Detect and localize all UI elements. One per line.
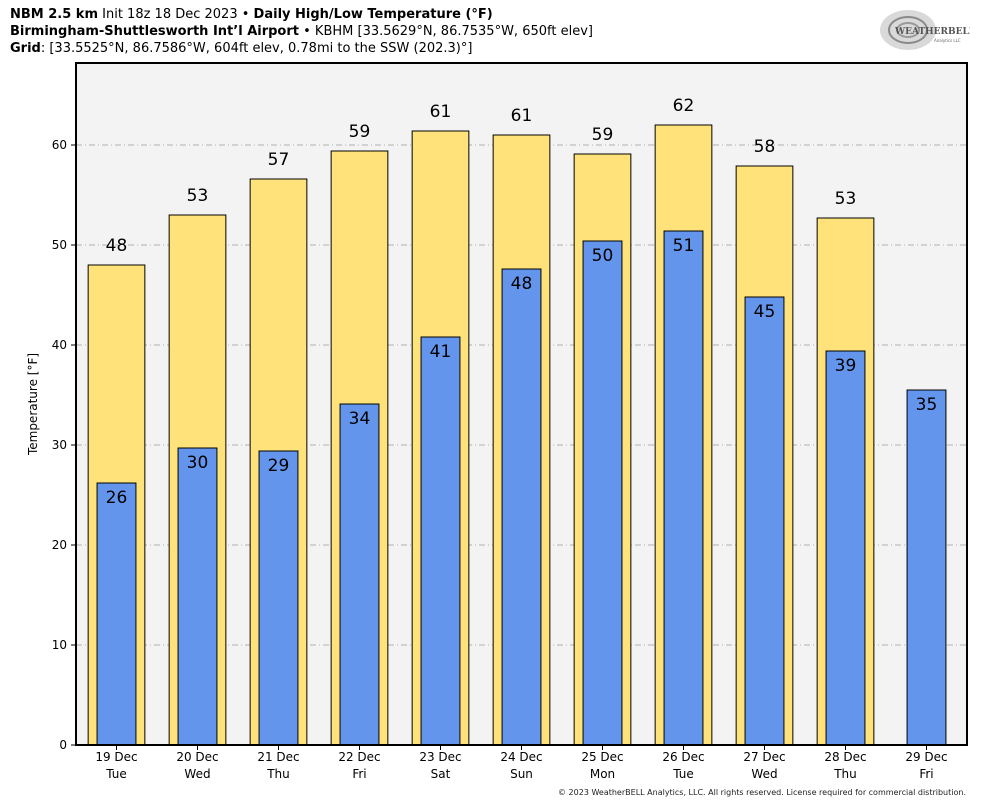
y-axis-label: Temperature [°F] [26,353,40,456]
header-line-1: NBM 2.5 km Init 18z 18 Dec 2023 • Daily … [10,6,493,23]
model-name: NBM 2.5 km [10,7,98,22]
x-tick-weekday: Fri [919,767,933,781]
low-temp-bar [420,336,461,746]
low-temp-label: 29 [268,456,290,476]
x-tick-weekday: Wed [751,767,777,781]
x-tick-date: 20 Dec [176,750,218,764]
high-temp-label: 59 [349,122,371,142]
y-tick-label: 0 [59,738,67,752]
low-temp-bar [582,240,623,746]
high-temp-label: 48 [106,236,128,256]
x-tick-date: 26 Dec [662,750,704,764]
low-temp-bar [96,482,137,746]
low-temp-bar [825,350,866,746]
low-temp-bar [339,403,380,746]
low-temp-label: 35 [916,395,938,415]
high-temp-label: 53 [835,189,857,209]
y-tick-label: 20 [52,538,67,552]
high-temp-label: 59 [592,125,614,145]
x-tick-weekday: Tue [105,767,127,781]
y-tick-label: 40 [52,338,67,352]
low-temp-label: 26 [106,488,128,508]
copyright-notice: © 2023 WeatherBELL Analytics, LLC. All r… [558,788,966,797]
high-temp-label: 62 [673,96,695,116]
grid-info: : [33.5525°N, 86.7586°W, 604ft elev, 0.7… [40,41,473,56]
low-temp-label: 34 [349,409,371,429]
low-temp-bar [744,296,785,746]
low-temp-bar [906,389,947,746]
grid-label: Grid [10,41,41,56]
low-temp-label: 48 [511,274,533,294]
logo-text: WEATHERBELL [894,27,970,37]
low-temp-label: 51 [673,236,695,256]
x-tick-date: 21 Dec [257,750,299,764]
x-tick-weekday: Wed [184,767,210,781]
x-tick-date: 22 Dec [338,750,380,764]
x-tick-weekday: Sun [510,767,533,781]
x-tick-date: 19 Dec [95,750,137,764]
high-temp-label: 61 [430,102,452,122]
x-tick-weekday: Tue [672,767,694,781]
init-time: Init 18z 18 Dec 2023 • [102,7,250,22]
low-temp-bar [501,268,542,746]
x-tick-weekday: Fri [352,767,366,781]
logo-subtext: Analytics LLC [934,38,961,43]
low-temp-bar [258,450,299,746]
high-temp-label: 61 [511,106,533,126]
y-tick-label: 10 [52,638,67,652]
low-temp-label: 50 [592,246,614,266]
y-tick-label: 50 [52,238,67,252]
x-tick-weekday: Thu [833,767,857,781]
x-tick-date: 29 Dec [905,750,947,764]
high-temp-label: 58 [754,137,776,157]
y-tick-label: 60 [52,138,67,152]
low-temp-label: 39 [835,356,857,376]
low-temp-label: 30 [187,453,209,473]
x-tick-weekday: Sat [431,767,451,781]
x-tick-date: 25 Dec [581,750,623,764]
x-tick-weekday: Thu [266,767,290,781]
high-temp-label: 57 [268,150,290,170]
low-temp-bar [177,447,218,746]
station-info: • KBHM [33.5629°N, 86.7535°W, 650ft elev… [303,24,593,39]
x-tick-date: 27 Dec [743,750,785,764]
y-tick-label: 30 [52,438,67,452]
x-tick-date: 24 Dec [500,750,542,764]
bars [87,124,947,746]
axes: 0 10 20 30 40 50 60 19 Dec Tue 20 Dec Wed 21 Dec Thu… [52,138,948,781]
header-line-3: Grid: [33.5525°N, 86.7586°W, 604ft elev,… [10,40,472,57]
x-tick-date: 23 Dec [419,750,461,764]
x-tick-weekday: Mon [590,767,615,781]
station-name: Birmingham-Shuttlesworth Int’l Airport [10,24,299,39]
weatherbell-logo: WEATHERBELL Analytics LLC [880,10,970,50]
x-tick-date: 28 Dec [824,750,866,764]
high-temp-label: 53 [187,186,209,206]
low-temp-bar [663,230,704,746]
header-line-2: Birmingham-Shuttlesworth Int’l Airport •… [10,23,593,40]
bar-labels: 48 26 53 30 57 29 59 34 61 41 61 48 59 50 62 51 58 45 53 39… [106,96,938,508]
low-temp-label: 45 [754,302,776,322]
chart-title: Daily High/Low Temperature (°F) [253,7,493,22]
low-temp-label: 41 [430,342,452,362]
